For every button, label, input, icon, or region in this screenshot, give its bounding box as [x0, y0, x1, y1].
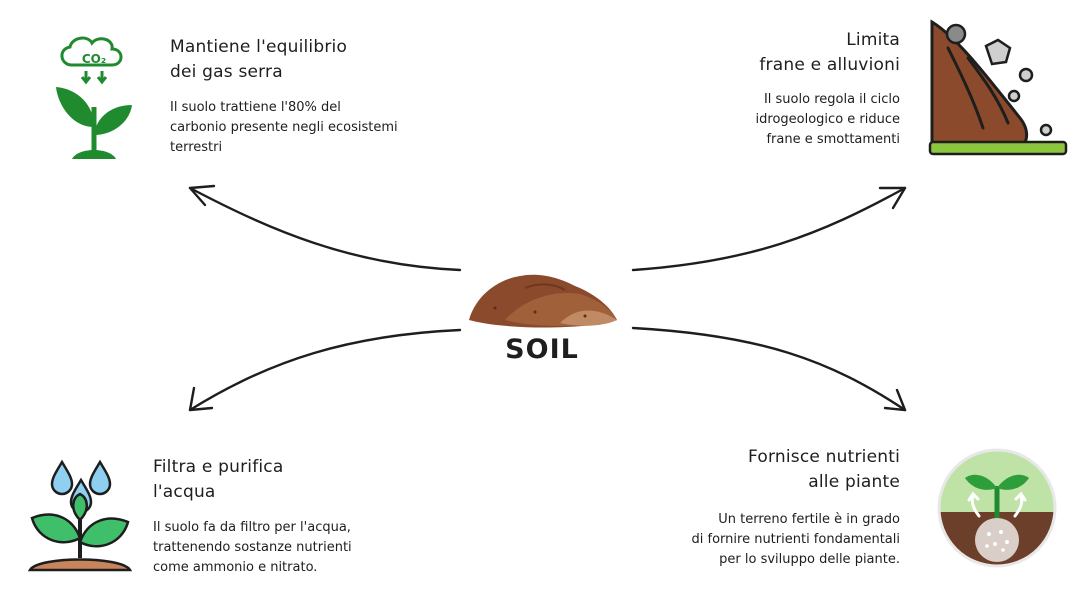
bottom-right-description: Un terreno fertile è in grado di fornire…: [692, 510, 900, 570]
arrow-head-top-left: [188, 184, 216, 207]
bottom-left-title-line-1: Filtra e purifica: [153, 457, 284, 477]
top-left-title-line-2: dei gas serra: [170, 62, 283, 82]
top-left-title: Mantiene l'equilibrio dei gas serra: [170, 35, 347, 85]
bottom-left-desc-line-1: Il suolo fa da filtro per l'acqua,: [153, 520, 351, 535]
top-right-desc-line-3: frane e smottamenti: [766, 132, 900, 147]
soil-pile: [465, 268, 620, 333]
plant-nutrients-icon: [935, 446, 1059, 570]
bottom-right-title: Fornisce nutrienti alle piante: [748, 445, 900, 495]
bottom-right-title-line-1: Fornisce nutrienti: [748, 447, 900, 467]
top-right-desc-line-2: idrogeologico e riduce: [755, 112, 900, 127]
top-left-desc-line-2: carbonio presente negli ecosistemi: [170, 120, 398, 135]
top-left-desc-line-1: Il suolo trattiene l'80% del: [170, 100, 341, 115]
top-left-desc-line-3: terrestri: [170, 140, 223, 155]
arrow-to-top-right: [631, 186, 907, 272]
top-right-title-line-2: frane e alluvioni: [759, 55, 900, 75]
co2-text: CO₂: [82, 52, 106, 66]
arrow-head-bottom-left: [188, 386, 214, 412]
bottom-left-title: Filtra e purifica l'acqua: [153, 455, 283, 505]
bottom-left-description: Il suolo fa da filtro per l'acqua, tratt…: [153, 518, 352, 578]
co2-plant-icon: CO₂: [52, 35, 136, 161]
top-right-description: Il suolo regola il ciclo idrogeologico e…: [756, 90, 900, 150]
watered-plant-icon: [28, 458, 132, 576]
bottom-right-desc-line-1: Un terreno fertile è in grado: [718, 512, 900, 527]
arrow-head-bottom-right: [883, 388, 907, 412]
top-left-title-line-1: Mantiene l'equilibrio: [170, 37, 348, 57]
arrow-to-bottom-left: [188, 328, 462, 412]
arrow-to-bottom-right: [631, 326, 907, 412]
soil-pile-icon: [469, 274, 617, 328]
bottom-left-desc-line-3: come ammonio e nitrato.: [153, 560, 318, 575]
bottom-right-desc-line-3: per lo sviluppo delle piante.: [719, 552, 900, 567]
top-left-description: Il suolo trattiene l'80% del carbonio pr…: [170, 98, 398, 158]
bottom-right-desc-line-2: di fornire nutrienti fondamentali: [691, 532, 900, 547]
top-right-desc-line-1: Il suolo regola il ciclo: [763, 92, 900, 107]
landslide-icon: [928, 18, 1068, 160]
bottom-right-title-line-2: alle piante: [808, 472, 900, 492]
bottom-left-title-line-2: l'acqua: [153, 482, 216, 502]
top-right-title: Limita frane e alluvioni: [759, 28, 900, 78]
arrow-to-top-left: [188, 186, 462, 272]
top-right-title-line-1: Limita: [846, 30, 900, 50]
arrow-head-top-right: [878, 186, 907, 210]
center-label: SOIL: [505, 334, 579, 365]
bottom-left-desc-line-2: trattenendo sostanze nutrienti: [153, 540, 352, 555]
